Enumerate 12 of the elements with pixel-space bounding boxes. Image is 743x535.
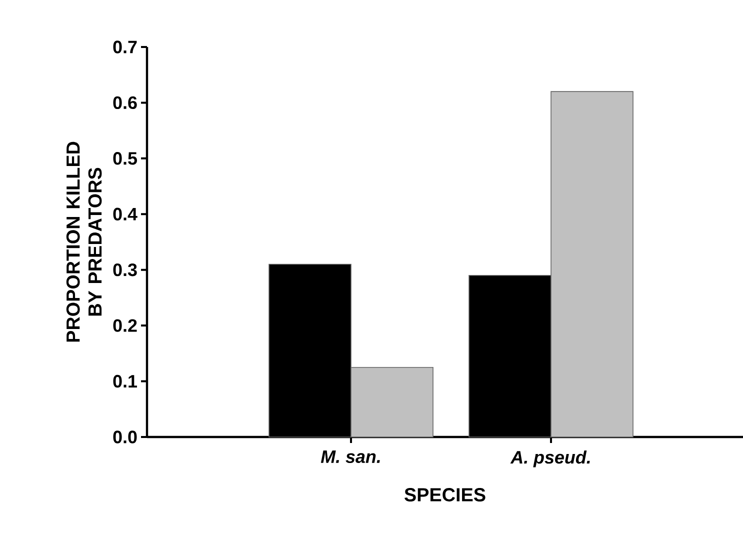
y-tick-label: 0.2 <box>113 319 137 332</box>
y-axis-title: PROPORTION KILLED BY PREDATORS <box>66 142 102 342</box>
y-tick-label: 0.7 <box>113 40 137 54</box>
x-tick-label: M. san. <box>320 450 380 464</box>
y-tick-label: 0.6 <box>113 96 137 110</box>
y-tick-label: 0.4 <box>113 208 138 220</box>
x-axis-title: SPECIES <box>404 488 486 502</box>
y-tick-label: 0.3 <box>113 263 137 276</box>
x-tick-label: A. pseud. <box>510 450 590 468</box>
y-tick-label: 0.5 <box>113 152 137 165</box>
y-tick-label: 0.0 <box>113 430 137 444</box>
y-tick-label: 0.1 <box>113 374 137 388</box>
